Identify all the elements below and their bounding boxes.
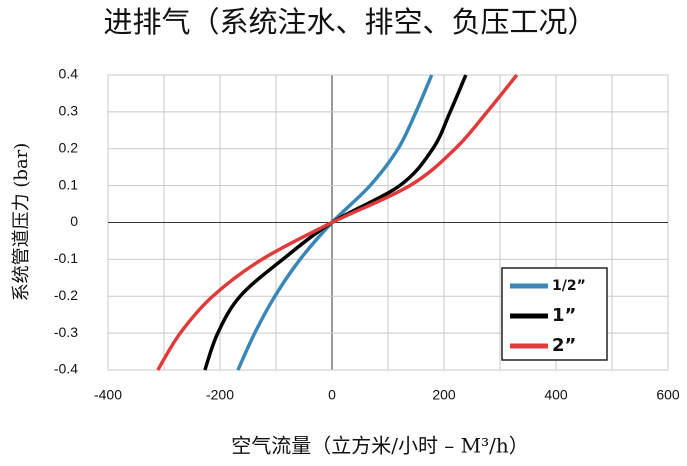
y-tick-label: 0.4 [59,66,79,82]
x-tick-label: -200 [206,387,234,403]
x-axis-label: 空气流量（立方米/小时 – M³/h） [231,434,529,458]
y-axis-label: 系统管道压力 (bar) [11,143,32,302]
legend-label: 2” [552,335,576,356]
y-tick-label: -0.1 [54,250,78,266]
series-line [156,73,519,371]
y-tick-label: 0.2 [59,139,79,155]
legend-label: 1” [552,305,576,326]
y-tick-label: -0.4 [54,361,78,377]
y-tick-label: -0.3 [54,324,78,340]
y-tick-label: -0.2 [54,287,78,303]
chart-title: 进排气（系统注水、排空、负压工况） [103,5,596,39]
x-tick-label: 0 [328,387,336,403]
y-tick-label: 0.1 [59,176,79,192]
y-tick-label: 0 [70,213,78,229]
x-tick-label: 400 [544,387,568,403]
x-tick-label: 200 [432,387,456,403]
y-tick-label: 0.3 [59,103,79,119]
legend-label: 1/2” [552,278,586,294]
x-tick-label: 600 [656,387,680,403]
x-tick-label: -400 [94,387,122,403]
